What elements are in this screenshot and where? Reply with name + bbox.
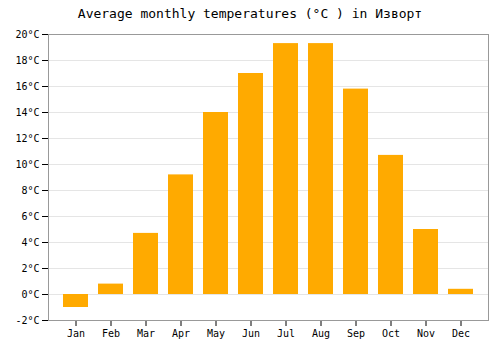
svg-text:6°C: 6°C bbox=[21, 211, 39, 222]
svg-text:Oct: Oct bbox=[382, 328, 400, 339]
svg-text:10°C: 10°C bbox=[15, 159, 39, 170]
svg-text:Apr: Apr bbox=[172, 328, 190, 339]
svg-text:8°C: 8°C bbox=[21, 185, 39, 196]
svg-text:12°C: 12°C bbox=[15, 133, 39, 144]
svg-text:0°C: 0°C bbox=[21, 289, 39, 300]
svg-text:20°C: 20°C bbox=[15, 29, 39, 40]
svg-text:Dec: Dec bbox=[452, 328, 470, 339]
svg-text:Nov: Nov bbox=[417, 328, 435, 339]
svg-text:Aug: Aug bbox=[312, 328, 330, 339]
svg-text:May: May bbox=[207, 328, 225, 339]
svg-text:2°C: 2°C bbox=[21, 263, 39, 274]
svg-text:Jan: Jan bbox=[67, 328, 85, 339]
svg-text:Jun: Jun bbox=[242, 328, 260, 339]
svg-text:18°C: 18°C bbox=[15, 55, 39, 66]
svg-text:Jul: Jul bbox=[277, 328, 295, 339]
svg-text:Mar: Mar bbox=[137, 328, 155, 339]
svg-text:-2°C: -2°C bbox=[15, 315, 39, 326]
svg-text:Sep: Sep bbox=[347, 328, 365, 339]
svg-text:14°C: 14°C bbox=[15, 107, 39, 118]
html-text:Average monthly temperatures (: Average monthly temperatures (°C ) in Из… bbox=[77, 6, 423, 21]
svg-text:16°C: 16°C bbox=[15, 81, 39, 92]
svg-text:4°C: 4°C bbox=[21, 237, 39, 248]
svg-text:Feb: Feb bbox=[102, 328, 120, 339]
